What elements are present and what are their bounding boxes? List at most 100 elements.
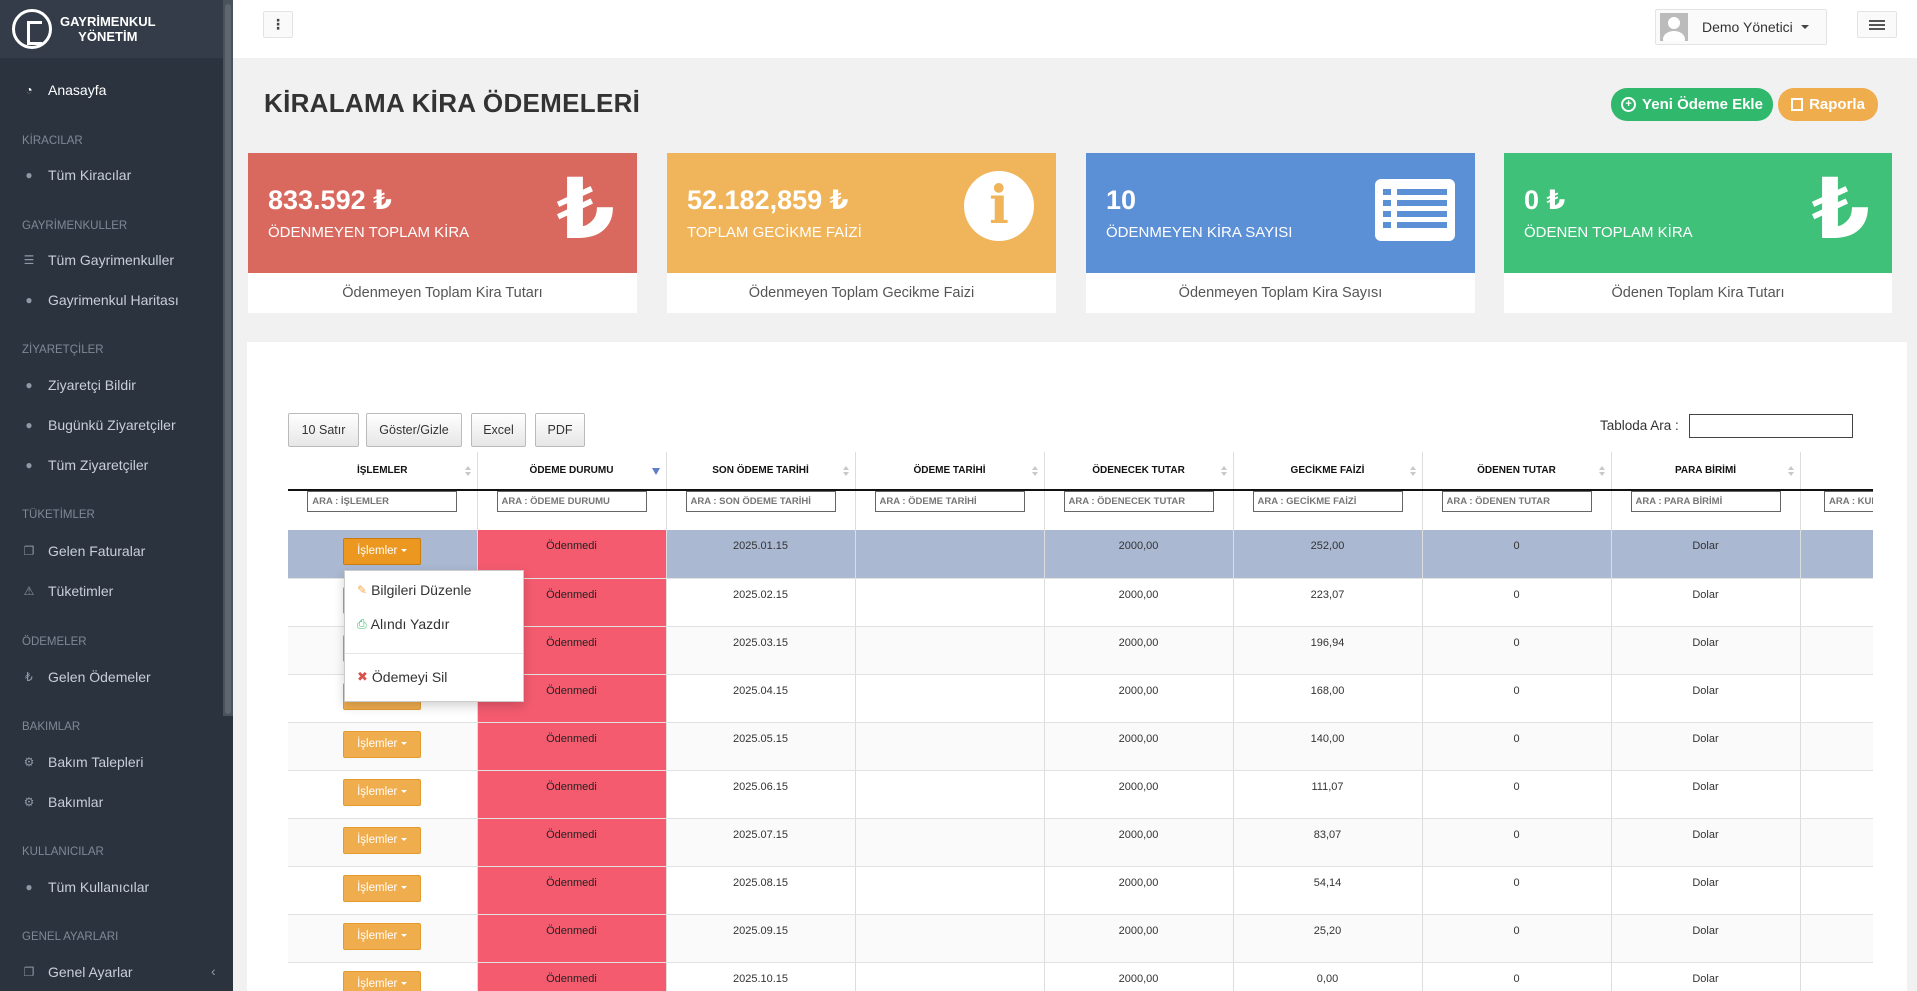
actions-button[interactable]: İşlemler	[343, 538, 422, 565]
stat-label: ÖDENMEYEN TOPLAM KİRA	[268, 224, 470, 241]
sidebar-item-all-visitors[interactable]: ● Tüm Ziyaretçiler	[0, 450, 220, 480]
filter-status-input[interactable]	[496, 491, 647, 512]
filter-cell	[288, 490, 478, 530]
stat-label: ÖDENMEYEN KİRA SAYISI	[1106, 224, 1293, 241]
sidebar-item-general-settings[interactable]: ❐ Genel Ayarlar	[0, 957, 220, 987]
filter-amount-input[interactable]	[1063, 491, 1214, 512]
cell-currency: Dolar	[1611, 818, 1801, 867]
filter-due-date-input[interactable]	[685, 491, 836, 512]
cell-late-interest: 196,94	[1233, 626, 1423, 675]
menu-item-delete-payment[interactable]: ✖ Ödemeyi Sil	[357, 669, 447, 685]
filter-interest-input[interactable]	[1252, 491, 1403, 512]
cell-payment-date	[855, 866, 1045, 915]
actions-button[interactable]: İşlemler	[343, 922, 422, 950]
actions-button[interactable]: İşlemler	[343, 874, 422, 902]
table-search-input[interactable]	[1689, 414, 1853, 438]
sidebar-scrollbar[interactable]	[223, 0, 233, 716]
sidebar-item-maintenance-requests[interactable]: ⚙ Bakım Talepleri	[0, 747, 220, 777]
cell-paid-amount: 0	[1422, 866, 1612, 915]
sidebar-item-consumptions[interactable]: ⚠ Tüketimler	[0, 576, 220, 606]
column-header-paid-amount[interactable]: ÖDENEN TUTAR	[1422, 452, 1612, 491]
brand-text: GAYRİMENKUL YÖNETİM	[60, 14, 156, 44]
excel-export-button[interactable]: Excel	[471, 413, 526, 447]
table-row[interactable]: İşlemler Ödenmedi 2025.08.15 2000,00 54,14 0 D…	[288, 866, 1873, 915]
stat-card-top: 52.182,859 ₺ TOPLAM GECİKME FAİZİ i	[667, 153, 1056, 273]
sort-icon	[1598, 466, 1605, 476]
cell-currency: Dolar	[1611, 770, 1801, 819]
sidebar-item-todays-visitors[interactable]: ● Bugünkü Ziyaretçiler	[0, 410, 220, 440]
more-vertical-icon[interactable]: ⋮	[263, 11, 293, 38]
table-row[interactable]: İşlemler Ödenmedi 2025.01.15 2000,00 252,00 0…	[288, 530, 1873, 579]
table-row[interactable]: İşlemlerÖdenmedi2025.04.152000,00168,000…	[288, 674, 1873, 723]
column-header-late-interest[interactable]: GECİKME FAİZİ	[1233, 452, 1423, 491]
cell-payment-date	[855, 626, 1045, 675]
table-row[interactable]: İşlemlerÖdenmedi2025.03.152000,00196,940…	[288, 626, 1873, 675]
table-row[interactable]: İşlemler Ödenmedi 2025.06.15 2000,00 111,07 0…	[288, 770, 1873, 819]
actions-button[interactable]: İşlemler	[343, 970, 422, 991]
filter-actions-input[interactable]	[307, 491, 458, 512]
sidebar-item-home[interactable]: ◔ Anasayfa	[0, 75, 220, 105]
user-icon: ●	[25, 378, 33, 392]
actions-button-label: İşlemler	[357, 833, 398, 846]
sidebar-item-maintenances[interactable]: ⚙ Bakımlar	[0, 787, 220, 817]
table-row[interactable]: İşlemlerÖdenmedi2025.02.152000,00223,070…	[288, 578, 1873, 627]
filter-paid-input[interactable]	[1441, 491, 1592, 512]
cell-payment-date	[855, 818, 1045, 867]
sidebar-item-all-tenants[interactable]: ● Tüm Kiracılar	[0, 160, 220, 190]
filter-rate-input[interactable]	[1824, 491, 1873, 512]
column-header-payment-date[interactable]: ÖDEME TARİHİ	[855, 452, 1045, 491]
table-row[interactable]: İşlemler Ödenmedi 2025.09.15 2000,00 25,20 0 D…	[288, 914, 1873, 963]
cell-paid-amount: 0	[1422, 626, 1612, 675]
cell-currency: Dolar	[1611, 578, 1801, 627]
sidebar-item-incoming-payments[interactable]: ₺ Gelen Ödemeler	[0, 662, 220, 692]
cell-currency: Dolar	[1611, 914, 1801, 963]
rows-per-page-button[interactable]: 10 Satır	[288, 413, 359, 447]
filter-payment-date-input[interactable]	[874, 491, 1025, 512]
cell-late-interest: 223,07	[1233, 578, 1423, 627]
pdf-export-button[interactable]: PDF	[535, 413, 585, 447]
sidebar-toggle-button[interactable]	[1857, 11, 1897, 38]
menu-item-edit[interactable]: ✎ Bilgileri Düzenle	[357, 582, 471, 598]
column-header-currency[interactable]: PARA BİRİMİ	[1611, 452, 1801, 491]
actions-button[interactable]: İşlemler	[343, 826, 422, 854]
sidebar-item-property-map[interactable]: ● Gayrimenkul Haritası	[0, 285, 220, 315]
sidebar-item-all-users[interactable]: ● Tüm Kullanıcılar	[0, 872, 220, 902]
user-menu[interactable]: Demo Yönetici	[1655, 9, 1827, 45]
chevron-left-icon[interactable]: ‹	[211, 963, 216, 979]
cell-currency: Dolar	[1611, 674, 1801, 723]
cell-amount-due: 2000,00	[1044, 674, 1234, 723]
table-row[interactable]: İşlemler Ödenmedi 2025.10.15 2000,00 0,00 0 Do…	[288, 962, 1873, 991]
add-payment-label: Yeni Ödeme Ekle	[1642, 96, 1763, 113]
table-row[interactable]: İşlemler Ödenmedi 2025.07.15 2000,00 83,07 0 D…	[288, 818, 1873, 867]
add-payment-button[interactable]: + Yeni Ödeme Ekle	[1611, 88, 1773, 121]
column-header-payment-status[interactable]: ÖDEME DURUMU	[477, 452, 667, 491]
column-header-due-date[interactable]: SON ÖDEME TARİHİ	[666, 452, 856, 491]
sidebar-item-label: Tüm Ziyaretçiler	[48, 457, 149, 473]
dashboard-icon: ◔	[25, 83, 33, 97]
cell-payment-status: Ödenmedi	[477, 530, 667, 579]
cell-rate	[1800, 578, 1873, 627]
cell-late-interest: 0,00	[1233, 962, 1423, 991]
filter-currency-input[interactable]	[1630, 491, 1781, 512]
sidebar-item-label: Genel Ayarlar	[48, 964, 133, 980]
actions-button[interactable]: İşlemler	[343, 730, 422, 758]
column-header-actions[interactable]: İŞLEMLER	[288, 452, 478, 491]
report-button[interactable]: Raporla	[1778, 88, 1878, 121]
cell-amount-due: 2000,00	[1044, 530, 1234, 579]
menu-item-print-receipt[interactable]: ⎙ Alındı Yazdır	[357, 616, 449, 632]
cell-rate	[1800, 866, 1873, 915]
actions-button[interactable]: İşlemler	[343, 778, 422, 806]
sidebar-item-report-visitor[interactable]: ● Ziyaretçi Bildir	[0, 370, 220, 400]
column-header-rate[interactable]: K	[1800, 452, 1873, 491]
filter-cell	[1800, 490, 1873, 530]
sidebar-item-all-properties[interactable]: ☰ Tüm Gayrimenkuller	[0, 245, 220, 275]
cell-payment-status: Ödenmedi	[477, 962, 667, 991]
filter-cell	[1611, 490, 1801, 530]
column-visibility-button[interactable]: Göster/Gizle	[366, 413, 462, 447]
column-header-amount-due[interactable]: ÖDENECEK TUTAR	[1044, 452, 1234, 491]
sort-icon	[1409, 466, 1416, 476]
table-row[interactable]: İşlemler Ödenmedi 2025.05.15 2000,00 140,00 0…	[288, 722, 1873, 771]
stat-value: 10	[1106, 185, 1137, 215]
sidebar-item-incoming-invoices[interactable]: ❐ Gelen Faturalar	[0, 536, 220, 566]
brand[interactable]: GAYRİMENKUL YÖNETİM	[0, 0, 233, 58]
